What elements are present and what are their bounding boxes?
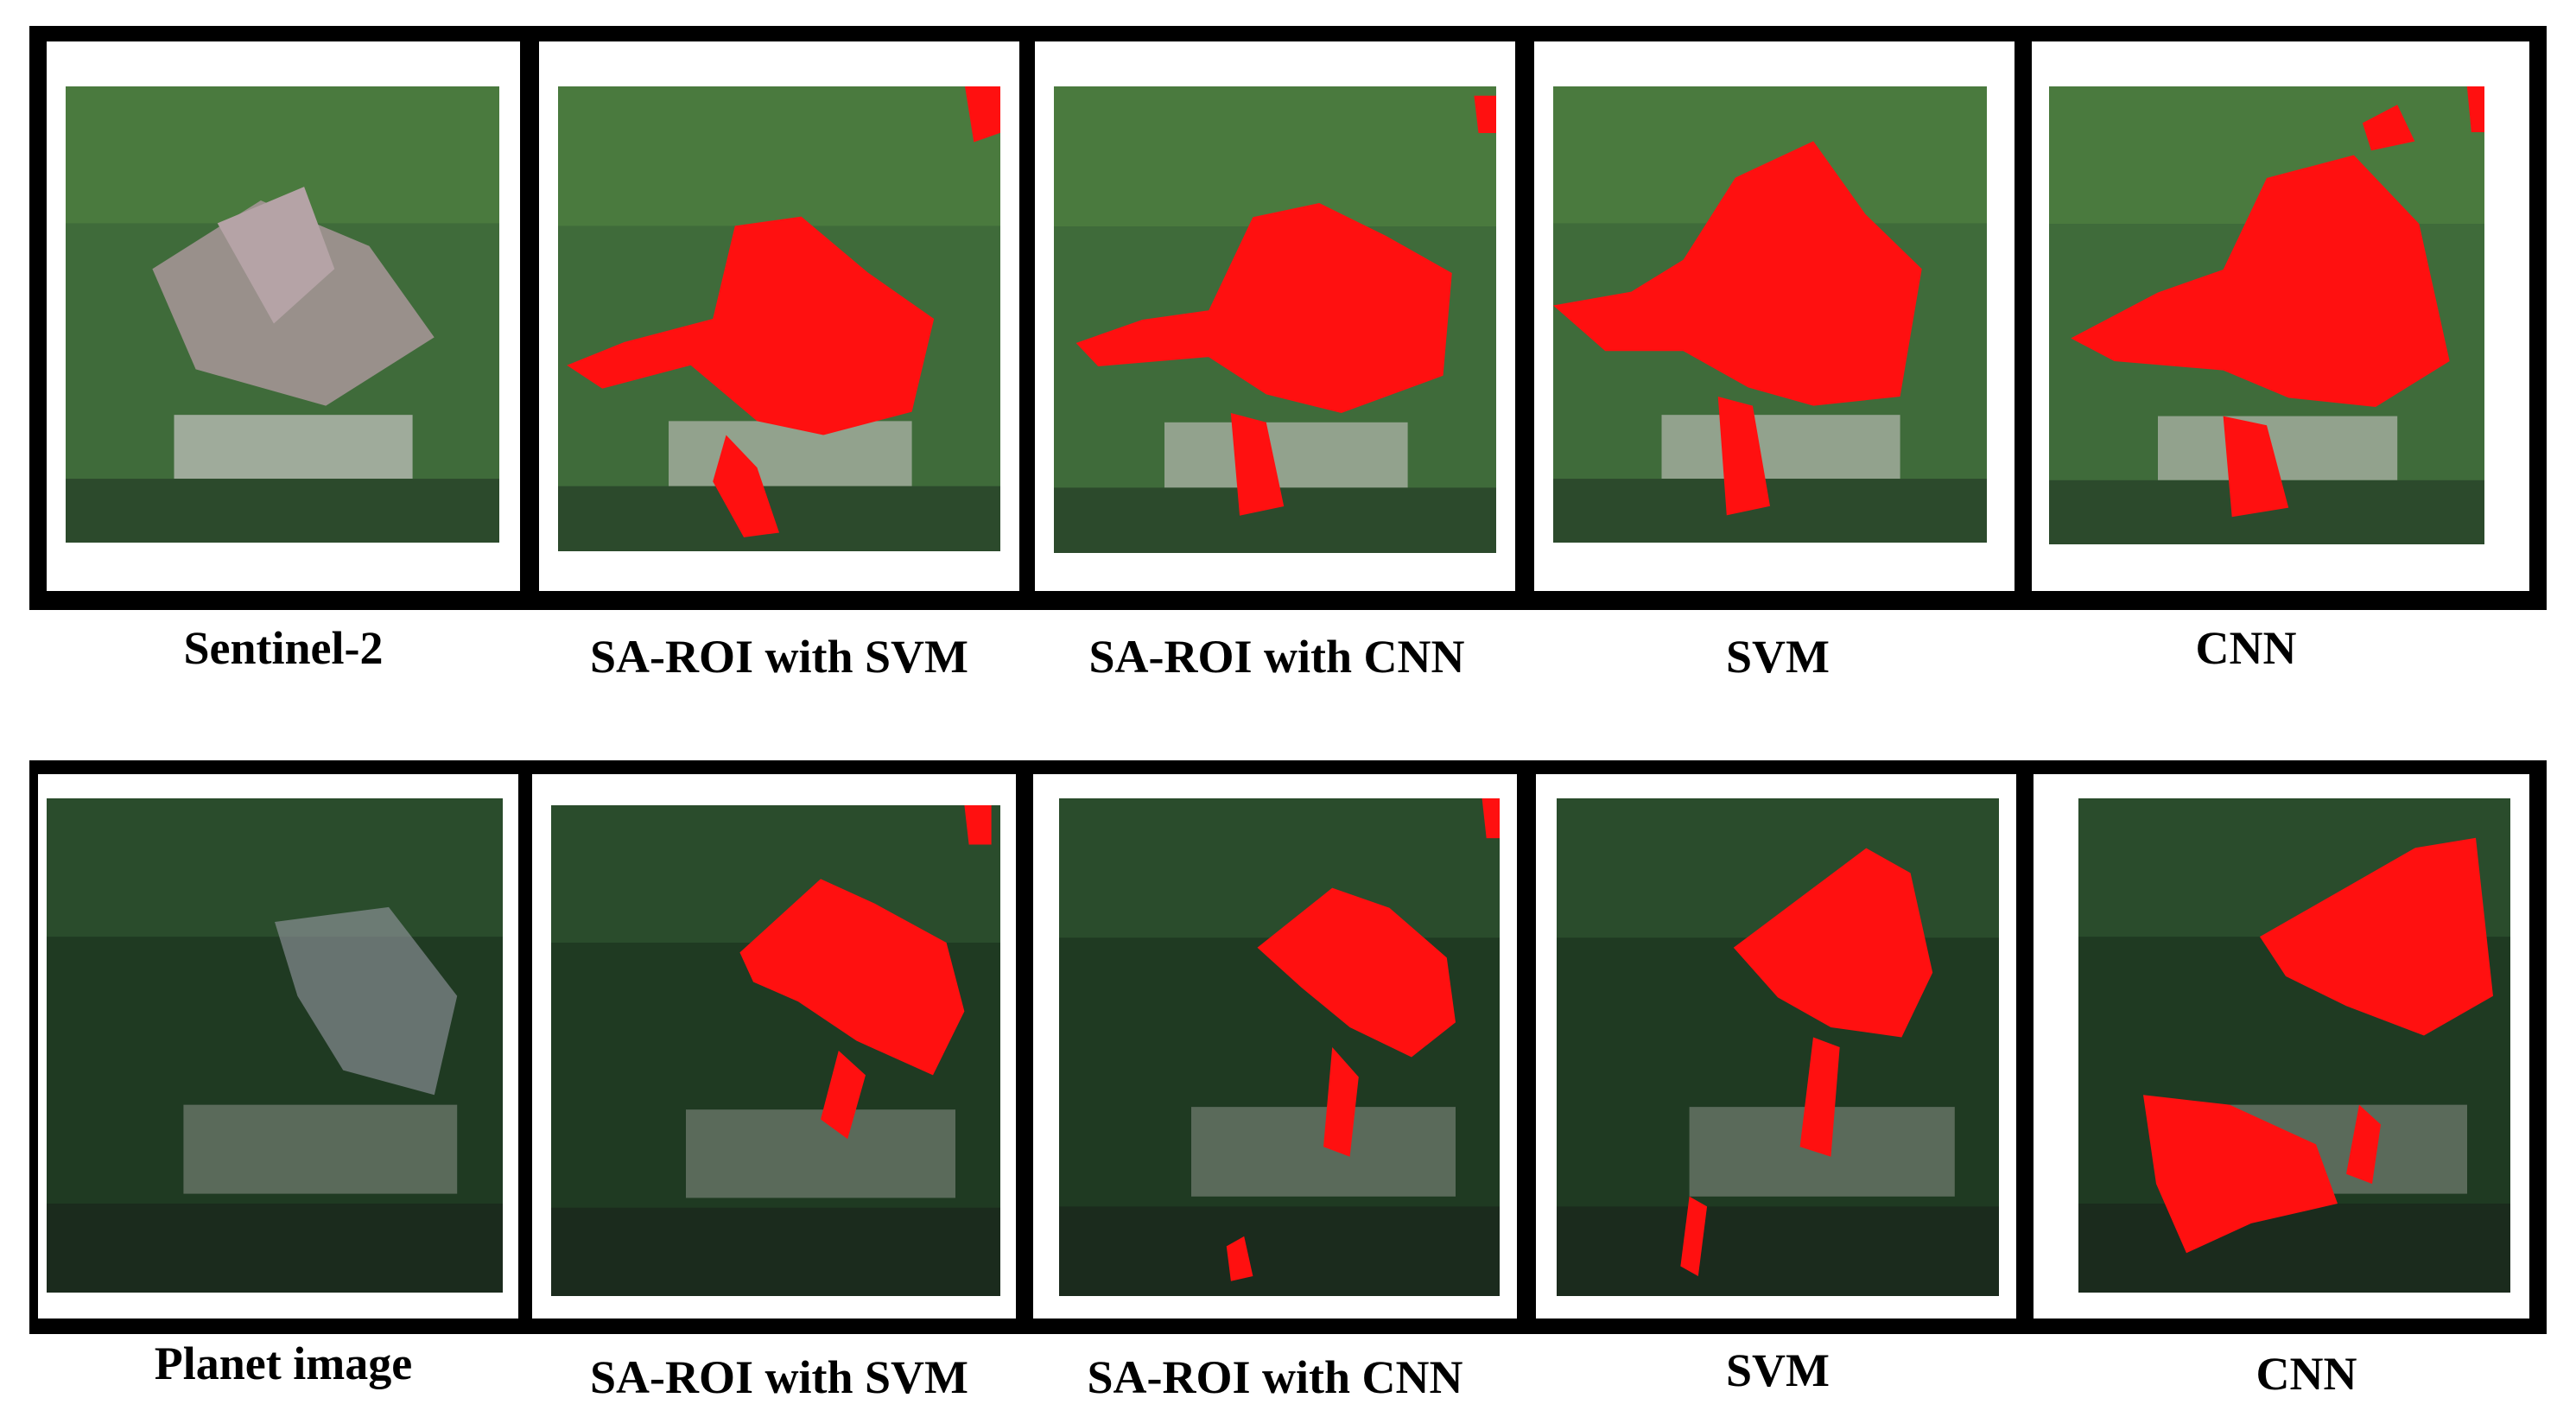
row2-label-1: Planet image [154, 1338, 413, 1389]
row2-label-2: SA-ROI with SVM [589, 1351, 969, 1403]
row2-image-planet [47, 798, 503, 1293]
row1-image-saroi-svm [558, 86, 1000, 551]
row2-panel-cnn [2034, 774, 2529, 1319]
row1-image-saroi-cnn [1054, 86, 1496, 553]
row1-panel-cnn [2032, 41, 2529, 591]
row1-label-5: CNN [2195, 622, 2297, 674]
row2-label-4: SVM [1726, 1344, 1830, 1396]
row1-panel-sentinel2 [47, 41, 520, 591]
row2-panel-saroi-cnn [1033, 774, 1517, 1319]
row2-image-saroi-svm [551, 805, 1000, 1296]
row2-image-svm [1557, 798, 1999, 1296]
row1-image-cnn [2049, 86, 2484, 544]
row2-panel-svm [1536, 774, 2016, 1319]
row1-image-svm [1553, 86, 1987, 543]
row2-panel-saroi-svm [532, 774, 1016, 1319]
row2-panel-planet [38, 774, 518, 1319]
row2-image-saroi-cnn [1059, 798, 1500, 1296]
row1-panel-saroi-cnn [1035, 41, 1515, 591]
row1-panel-svm [1534, 41, 2014, 591]
row1-label-3: SA-ROI with CNN [1088, 631, 1465, 683]
row1-label-4: SVM [1726, 631, 1830, 683]
row1-panel-saroi-svm [539, 41, 1019, 591]
row2-label-5: CNN [2256, 1348, 2357, 1400]
row1-label-1: Sentinel-2 [183, 622, 384, 674]
row1-image-sentinel2 [66, 86, 499, 543]
row1-label-2: SA-ROI with SVM [589, 631, 969, 683]
row2-image-cnn [2078, 798, 2510, 1293]
row2-label-3: SA-ROI with CNN [1087, 1351, 1463, 1403]
